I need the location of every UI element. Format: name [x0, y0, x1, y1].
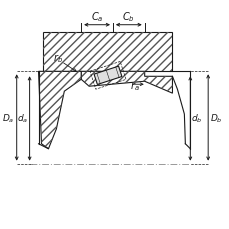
- Polygon shape: [81, 72, 172, 94]
- Bar: [81, 72, 144, 82]
- Polygon shape: [38, 72, 81, 149]
- Text: $D_a$: $D_a$: [2, 112, 15, 124]
- Text: $C_b$: $C_b$: [122, 10, 135, 24]
- Bar: [43, 33, 172, 72]
- FancyBboxPatch shape: [94, 67, 121, 85]
- Text: $r_a$: $r_a$: [129, 79, 139, 92]
- Text: $D_b$: $D_b$: [209, 112, 222, 124]
- Text: $C_a$: $C_a$: [90, 10, 103, 24]
- Bar: [43, 33, 172, 72]
- Text: $d_b$: $d_b$: [191, 112, 202, 124]
- Text: $d_a$: $d_a$: [17, 112, 28, 124]
- Text: $r_b$: $r_b$: [53, 52, 63, 65]
